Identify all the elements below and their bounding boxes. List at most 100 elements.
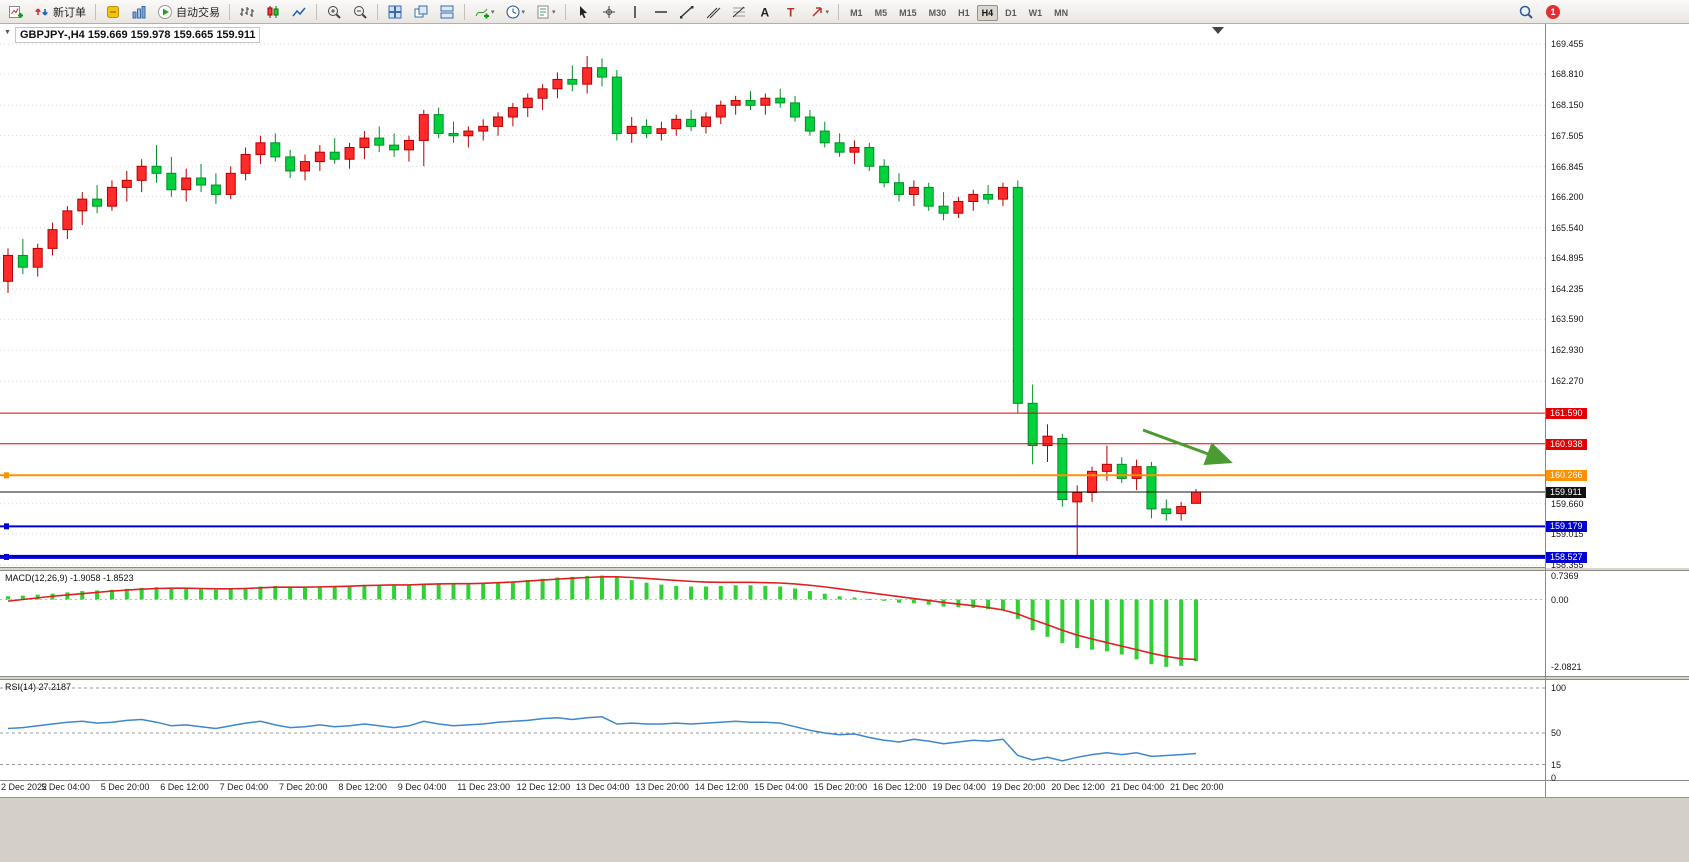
macd-histogram-bar [20, 595, 25, 600]
price-level-handle[interactable] [4, 523, 9, 530]
macd-histogram-bar [718, 585, 723, 600]
arrange-windows-button[interactable] [435, 2, 459, 22]
templates-button[interactable]: ▾ [531, 2, 560, 22]
price-level-badge: 160.938 [1546, 438, 1587, 450]
tile-windows-button[interactable] [383, 2, 407, 22]
metaeditor-button[interactable] [101, 2, 125, 22]
price-axis-label: 158.355 [1551, 560, 1584, 570]
macd-histogram-bar [852, 597, 857, 600]
timeframe-button-D1[interactable]: D1 [1000, 5, 1022, 21]
candlestick-chart-icon [267, 5, 279, 18]
notification-badge[interactable]: 1 [1546, 4, 1560, 19]
zoom-out-button[interactable] [348, 2, 372, 22]
autotrading-button[interactable]: 自动交易 [153, 2, 224, 22]
arrows-tool-button[interactable]: ▾ [805, 2, 834, 22]
rsi-pane[interactable] [0, 680, 1545, 780]
timeframe-button-W1[interactable]: W1 [1024, 5, 1048, 21]
trendline-tool-button[interactable] [675, 2, 699, 22]
pane-separator[interactable] [0, 567, 1689, 571]
macd-histogram-bar [1119, 599, 1124, 655]
timeframe-button-M15[interactable]: M15 [894, 5, 922, 21]
notification-count: 1 [1550, 6, 1556, 17]
new-chart-button[interactable] [4, 2, 28, 22]
line-chart-button[interactable] [287, 2, 311, 22]
time-axis[interactable]: 2 Dec 2022 5 Dec 04:00 5 Dec 20:00 6 Dec 12… [0, 782, 1545, 796]
macd-pane[interactable] [0, 571, 1545, 676]
cascade-windows-icon [414, 5, 428, 17]
pane-separator[interactable] [0, 676, 1689, 680]
timeframe-button-H4[interactable]: H4 [976, 4, 999, 21]
macd-histogram-bar [1179, 599, 1184, 666]
main-price-pane[interactable] [0, 24, 1545, 568]
time-axis-label: 12 Dec 12:00 [516, 782, 571, 792]
rsi-axis[interactable]: 100 50 15 0 [1546, 680, 1689, 783]
macd-histogram-bar [35, 594, 40, 600]
crosshair-icon [602, 5, 615, 18]
timeframe-button-MN[interactable]: MN [1049, 5, 1073, 21]
macd-histogram-bar [258, 586, 263, 600]
time-axis-border [0, 780, 1689, 781]
macd-axis-label: -2.0821 [1551, 661, 1582, 672]
macd-signal-line [7, 576, 1197, 661]
timeframe-button-H1[interactable]: H1 [953, 5, 975, 21]
symbol-dropdown-icon[interactable]: ▼ [4, 29, 11, 36]
market-watch-button[interactable] [127, 2, 151, 22]
cursor-tool-button[interactable] [571, 2, 595, 22]
time-axis-label: 2 Dec 2022 [1, 782, 48, 792]
channel-tool-button[interactable] [701, 2, 725, 22]
time-axis-label: 5 Dec 04:00 [41, 782, 90, 792]
macd-histogram-bar [674, 585, 679, 600]
trend-arrow-annotation[interactable] [1142, 428, 1233, 465]
crosshair-tool-button[interactable] [597, 2, 621, 22]
candle-body [804, 116, 815, 132]
label-tool-button[interactable]: T [779, 2, 803, 22]
vertical-line-icon [633, 5, 636, 18]
macd-histogram-bar [436, 583, 441, 600]
vertical-line-tool-button[interactable] [623, 2, 647, 22]
macd-histogram-bar [585, 575, 590, 600]
macd-axis[interactable]: 0.7369 0.00 -2.0821 [1546, 571, 1689, 676]
chart-plot-area[interactable] [0, 24, 1545, 568]
candle-body [849, 146, 860, 153]
candle-body [478, 125, 489, 132]
candle-body [953, 200, 964, 214]
macd-histogram-bar [986, 599, 991, 610]
bar-chart-icon [240, 6, 254, 17]
indicators-button[interactable]: ▾ [470, 2, 499, 22]
time-axis-label: 8 Dec 12:00 [338, 782, 387, 792]
macd-histogram-bar [1000, 599, 1005, 611]
text-tool-button[interactable]: A [753, 2, 777, 22]
bars-chart-button[interactable] [235, 2, 259, 22]
timeframe-button-M5[interactable]: M5 [870, 5, 893, 21]
macd-histogram-bar [95, 590, 100, 600]
price-axis[interactable]: 169.455 168.810 168.150 167.505 166.845 166.2… [1546, 24, 1689, 570]
price-axis-label: 165.540 [1551, 222, 1584, 233]
periods-button[interactable]: ▾ [501, 2, 530, 22]
candle-body [1027, 402, 1038, 447]
toolbar-separator [564, 3, 566, 20]
chart-shift-marker[interactable] [1212, 27, 1224, 34]
macd-histogram-bar [1134, 599, 1139, 660]
macd-histogram-bar [392, 585, 397, 600]
channel-icon [706, 7, 720, 18]
price-axis-label: 162.270 [1551, 376, 1584, 387]
fibonacci-tool-button[interactable] [727, 2, 751, 22]
price-level-handle[interactable] [4, 553, 9, 560]
new-order-button[interactable]: 新订单 [30, 2, 90, 22]
candle-body [537, 88, 548, 99]
candle-body [552, 78, 563, 90]
timeframe-button-M1[interactable]: M1 [845, 5, 868, 21]
macd-axis-label: 0.7369 [1551, 570, 1579, 581]
indicators-icon [475, 8, 489, 18]
search-button[interactable] [1514, 2, 1538, 22]
candle-body [522, 97, 533, 109]
zoom-in-button[interactable] [322, 2, 346, 22]
cascade-windows-button[interactable] [409, 2, 433, 22]
candle-body [745, 100, 756, 106]
horizontal-line-tool-button[interactable] [649, 2, 673, 22]
candlestick-chart-button[interactable] [261, 2, 285, 22]
search-icon [1519, 5, 1533, 19]
timeframe-button-M30[interactable]: M30 [924, 5, 952, 21]
macd-histogram-bar [659, 584, 664, 600]
price-level-handle[interactable] [4, 472, 9, 479]
